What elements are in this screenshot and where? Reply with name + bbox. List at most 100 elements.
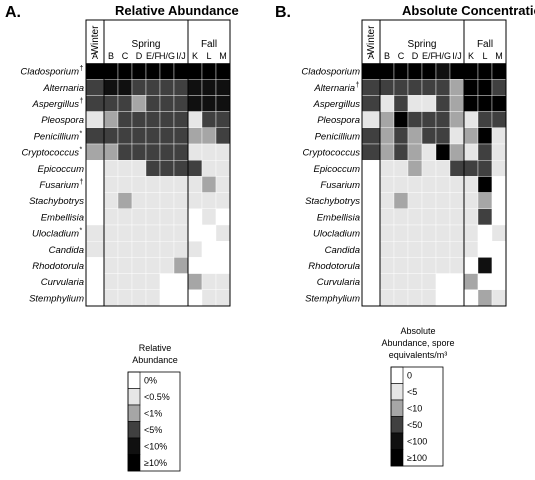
legend-frame	[390, 366, 444, 467]
column-label: M	[219, 51, 227, 61]
heatmap-cell	[159, 273, 175, 291]
row-label: Penicillium	[34, 131, 79, 142]
heatmap-cell	[85, 224, 105, 242]
heatmap-cell	[201, 111, 217, 128]
heatmap-cell	[187, 78, 203, 96]
heatmap-cell	[361, 257, 381, 274]
heatmap-cell	[131, 127, 147, 145]
column-label: D	[412, 51, 419, 61]
heatmap-cell	[379, 143, 395, 161]
heatmap-cell	[159, 62, 175, 80]
heatmap-cell	[103, 176, 119, 193]
heatmap-cell	[477, 289, 493, 307]
heatmap-cell	[117, 62, 133, 80]
row-label: Epicoccum	[38, 164, 85, 175]
heatmap-cell	[407, 257, 423, 274]
heatmap-cell	[407, 289, 423, 307]
heatmap-cell	[421, 257, 437, 274]
heatmap-cell	[103, 95, 119, 112]
heatmap-cell	[173, 127, 189, 145]
heatmap-cell	[103, 208, 119, 226]
heatmap-cell	[117, 224, 133, 242]
heatmap-cell	[407, 62, 423, 80]
heatmap-cell	[201, 62, 217, 80]
heatmap-cell	[463, 127, 479, 145]
row-label: Curvularia	[317, 277, 360, 288]
heatmap-cell	[131, 240, 147, 258]
heatmap-cell	[421, 224, 437, 242]
heatmap-cell	[407, 127, 423, 145]
heatmap-cell	[379, 176, 395, 193]
heatmap-cell	[421, 192, 437, 210]
legend-frame	[127, 371, 181, 472]
heatmap-cell	[379, 159, 395, 177]
heatmap-cell	[421, 78, 437, 96]
heatmap-cell	[491, 273, 507, 291]
heatmap-cell	[187, 62, 203, 80]
heatmap-cell	[407, 208, 423, 226]
row-label: Stachybotrys	[29, 196, 84, 207]
legend-swatch	[127, 404, 141, 422]
heatmap-cell	[173, 143, 189, 161]
heatmap-cell	[187, 159, 203, 177]
column-label: D	[136, 51, 143, 61]
heatmap-cell	[145, 257, 161, 274]
row-label-mark: *	[80, 147, 83, 154]
heatmap-panel-a: A. Relative Abundance Winter Spring Fall A B C D…	[5, 3, 239, 472]
heatmap-cell	[435, 273, 451, 291]
heatmap-cell	[435, 62, 451, 80]
heatmap-cell	[201, 208, 217, 226]
heatmap-cell	[215, 240, 231, 258]
heatmap-cell	[421, 289, 437, 307]
heatmap-cell	[173, 240, 189, 258]
heatmap-cell	[201, 95, 217, 112]
column-label: A	[92, 51, 98, 61]
heatmap-cell	[463, 224, 479, 242]
legend-entry: <50	[407, 420, 422, 430]
heatmap-cell	[477, 192, 493, 210]
heatmap-cell	[449, 192, 465, 210]
heatmap-cell	[131, 224, 147, 242]
heatmap-cell	[421, 159, 437, 177]
heatmap-cell	[491, 143, 507, 161]
legend-entry: <100	[407, 436, 427, 446]
heatmap-cell	[491, 95, 507, 112]
heatmap-cell	[117, 111, 133, 128]
heatmap-cell	[435, 208, 451, 226]
heatmap-cell	[477, 62, 493, 80]
heatmap-cell	[85, 62, 105, 80]
heatmap-cell	[145, 127, 161, 145]
column-label: E/F	[422, 51, 437, 61]
heatmap-cell	[215, 176, 231, 193]
heatmap-cell	[187, 224, 203, 242]
heatmap-cell	[159, 208, 175, 226]
season-label-winter: Winter	[90, 25, 101, 55]
heatmap-cell	[435, 240, 451, 258]
heatmap-cell	[421, 176, 437, 193]
row-label: Epicoccum	[314, 164, 361, 175]
legend-entry: <5%	[144, 425, 162, 435]
heatmap-cell	[407, 273, 423, 291]
heatmap-cell	[145, 62, 161, 80]
heatmap-cell	[145, 224, 161, 242]
heatmap-cell	[117, 289, 133, 307]
heatmap-cell	[477, 273, 493, 291]
heatmap-cell	[145, 240, 161, 258]
legend-swatch	[390, 383, 404, 401]
legend-swatch	[390, 399, 404, 417]
heatmap-cell	[491, 159, 507, 177]
heatmap-cell	[131, 208, 147, 226]
legend-entry: ≥10%	[144, 458, 167, 468]
heatmap-cell	[85, 95, 105, 112]
heatmap-cell	[131, 78, 147, 96]
heatmap-cell	[379, 208, 395, 226]
heatmap-cell	[379, 289, 395, 307]
heatmap-cell	[491, 78, 507, 96]
heatmap-cell	[361, 192, 381, 210]
heatmap-cell	[393, 289, 409, 307]
heatmap-cell	[215, 224, 231, 242]
heatmap-cell	[361, 143, 381, 161]
heatmap-cell	[173, 257, 189, 274]
heatmap-cell	[477, 159, 493, 177]
legend-entry: 0	[407, 370, 412, 380]
